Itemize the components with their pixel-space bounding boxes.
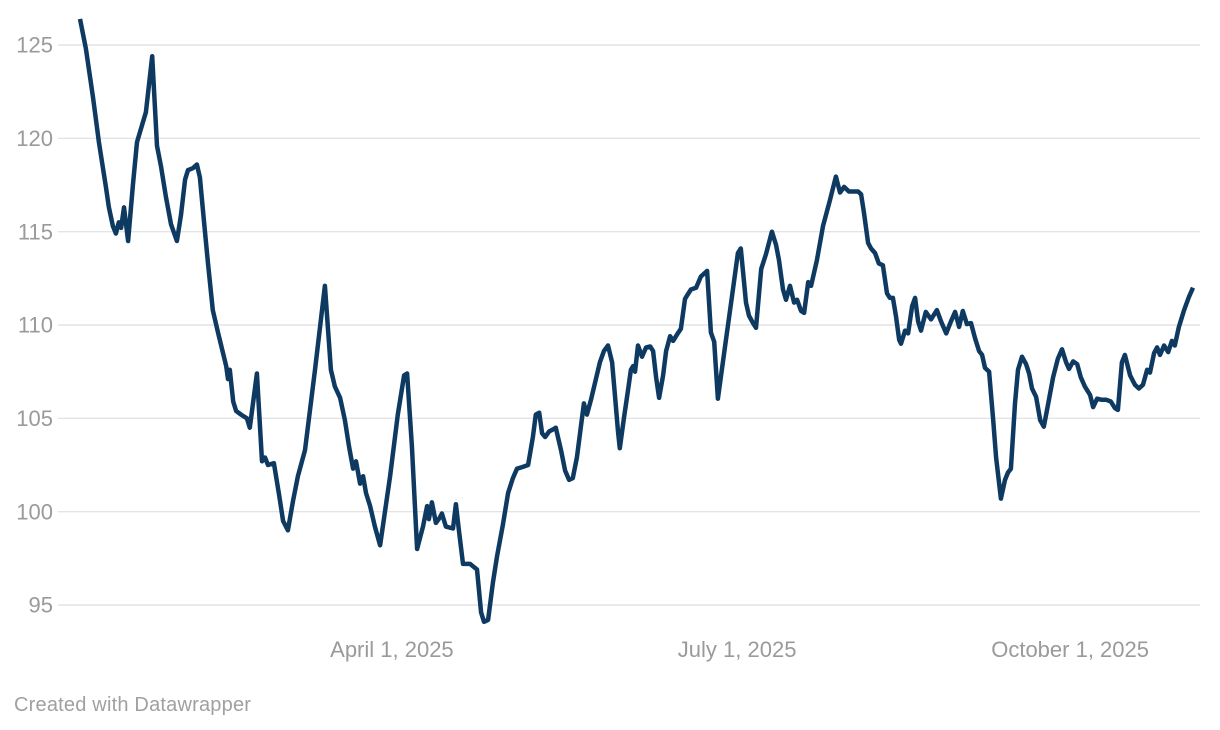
y-axis-tick-label: 105 — [16, 406, 53, 431]
x-axis-tick-label: April 1, 2025 — [330, 637, 454, 662]
data-line — [77, 18, 1196, 625]
y-axis-tick-label: 110 — [18, 313, 53, 338]
attribution-text: Created with Datawrapper — [14, 694, 252, 716]
x-axis-tick-label: July 1, 2025 — [678, 637, 797, 662]
y-axis-tick-label: 95 — [29, 593, 53, 618]
y-axis-tick-label: 100 — [16, 499, 53, 524]
x-axis-tick-label: October 1, 2025 — [991, 637, 1149, 662]
y-axis-tick-label: 120 — [16, 126, 53, 151]
y-axis-tick-label: 115 — [18, 219, 53, 244]
y-axis-tick-label: 125 — [16, 33, 53, 58]
datawrapper-attribution: Created with Datawrapper — [14, 694, 251, 717]
